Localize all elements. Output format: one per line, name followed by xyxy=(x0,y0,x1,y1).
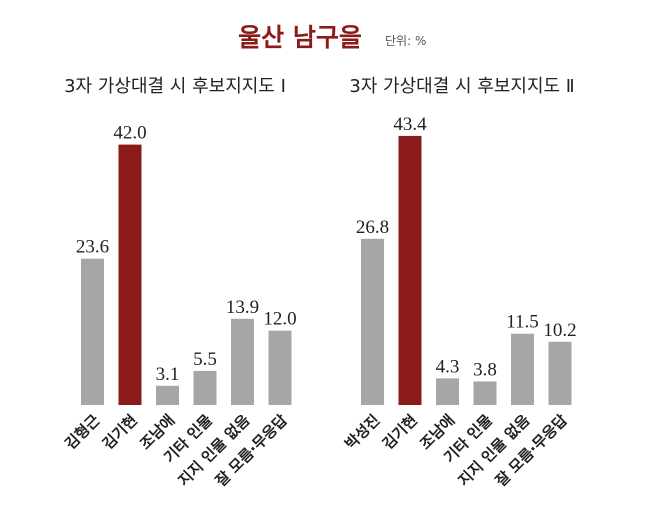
bar xyxy=(436,378,459,405)
value-label: 10.2 xyxy=(543,320,576,341)
value-label: 26.8 xyxy=(356,217,389,238)
value-label: 11.5 xyxy=(506,312,539,333)
bar xyxy=(511,333,534,405)
value-label: 12.0 xyxy=(263,309,296,330)
bar xyxy=(231,318,254,405)
category-label: 박성진 xyxy=(341,411,383,453)
page-title: 울산 남구을 xyxy=(238,23,362,52)
value-label: 4.3 xyxy=(436,356,460,377)
value-label: 5.5 xyxy=(193,349,217,370)
bar xyxy=(548,341,572,405)
bar xyxy=(398,135,422,406)
value-label: 23.6 xyxy=(76,237,109,258)
bar xyxy=(81,258,104,405)
value-label: 43.4 xyxy=(393,114,427,135)
category-label: 김형근 xyxy=(61,411,103,453)
bar xyxy=(473,381,497,405)
bar xyxy=(193,370,217,405)
chart-subtitle: 3자 가상대결 시 후보지지도 Ⅰ xyxy=(64,76,286,97)
chart-subtitle: 3자 가상대결 시 후보지지도 Ⅱ xyxy=(349,76,574,97)
bar xyxy=(156,385,179,405)
bar xyxy=(118,144,142,405)
value-label: 13.9 xyxy=(226,297,259,318)
category-label: 김기현 xyxy=(379,411,421,453)
value-label: 42.0 xyxy=(113,123,146,144)
value-label: 3.8 xyxy=(473,359,497,380)
unit-label: 단위: % xyxy=(385,34,426,48)
value-label: 3.1 xyxy=(156,364,180,385)
category-label: 김기현 xyxy=(99,411,141,453)
bar xyxy=(361,238,384,405)
bar xyxy=(268,330,292,405)
